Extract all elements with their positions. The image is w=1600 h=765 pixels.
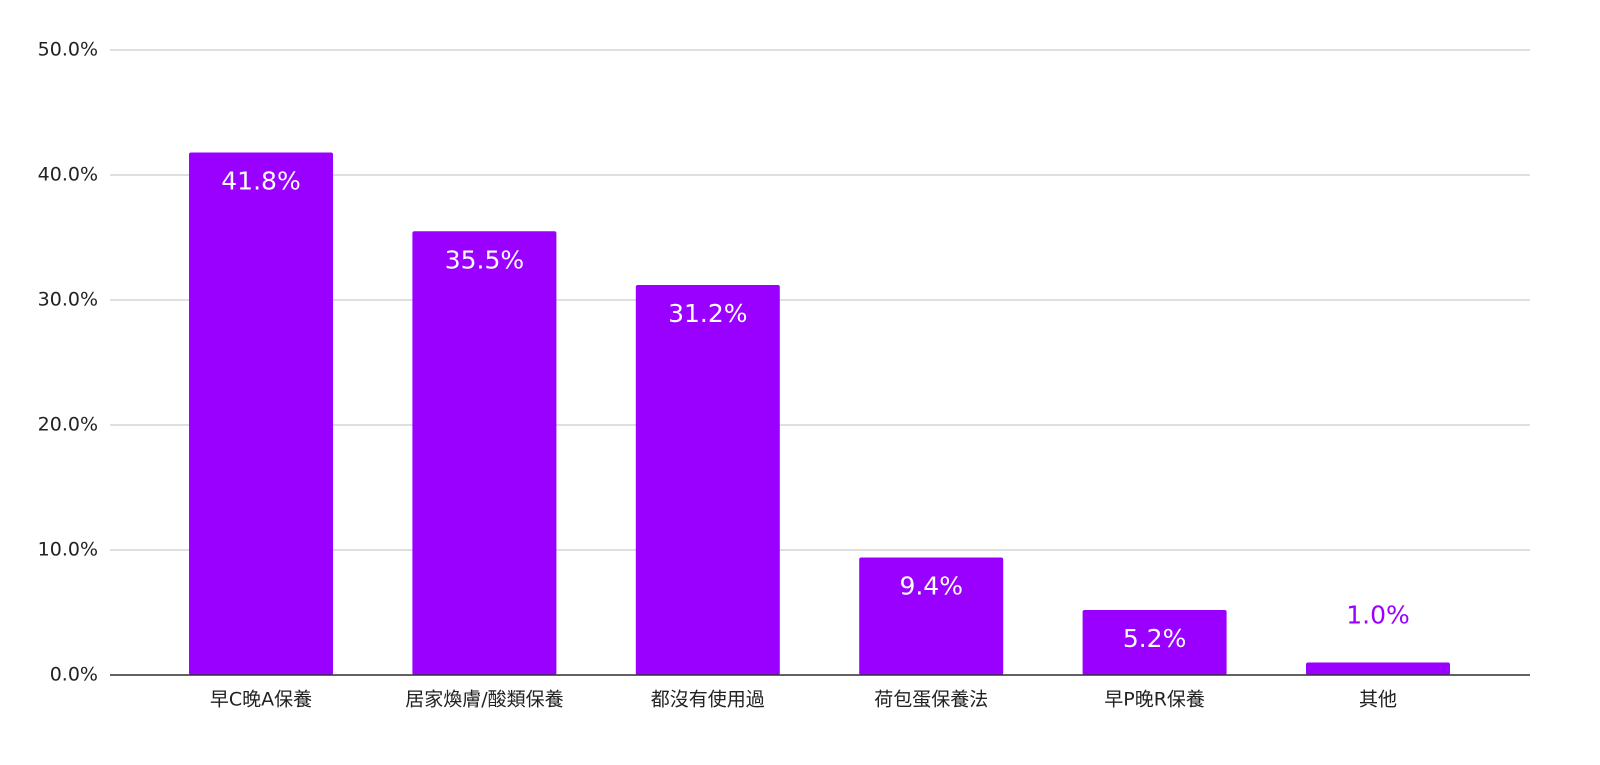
x-tick-label: 荷包蛋保養法 [874,689,988,711]
y-tick-label: 40.0% [38,164,98,186]
value-label: 41.8% [221,167,300,196]
value-label: 1.0% [1346,601,1410,630]
x-tick-label: 早P晚R保養 [1104,689,1205,711]
bar [1306,662,1450,675]
y-tick-label: 10.0% [38,539,98,561]
bar [859,557,1004,675]
bar [1082,610,1227,675]
x-tick-label: 早C晚A保養 [210,689,312,711]
bar [412,231,557,675]
bar [189,152,333,675]
value-label: 35.5% [445,245,524,274]
y-tick-label: 20.0% [38,414,98,436]
y-tick-label: 0.0% [50,664,98,686]
value-label: 31.2% [668,299,747,328]
x-tick-label: 都沒有使用過 [651,689,765,711]
y-tick-label: 50.0% [38,39,98,61]
value-label: 9.4% [899,572,963,601]
y-tick-label: 30.0% [38,289,98,311]
value-label: 5.2% [1123,624,1187,653]
x-tick-label: 居家煥膚/酸類保養 [405,689,563,711]
x-tick-label: 其他 [1359,689,1397,711]
bar [635,285,780,675]
